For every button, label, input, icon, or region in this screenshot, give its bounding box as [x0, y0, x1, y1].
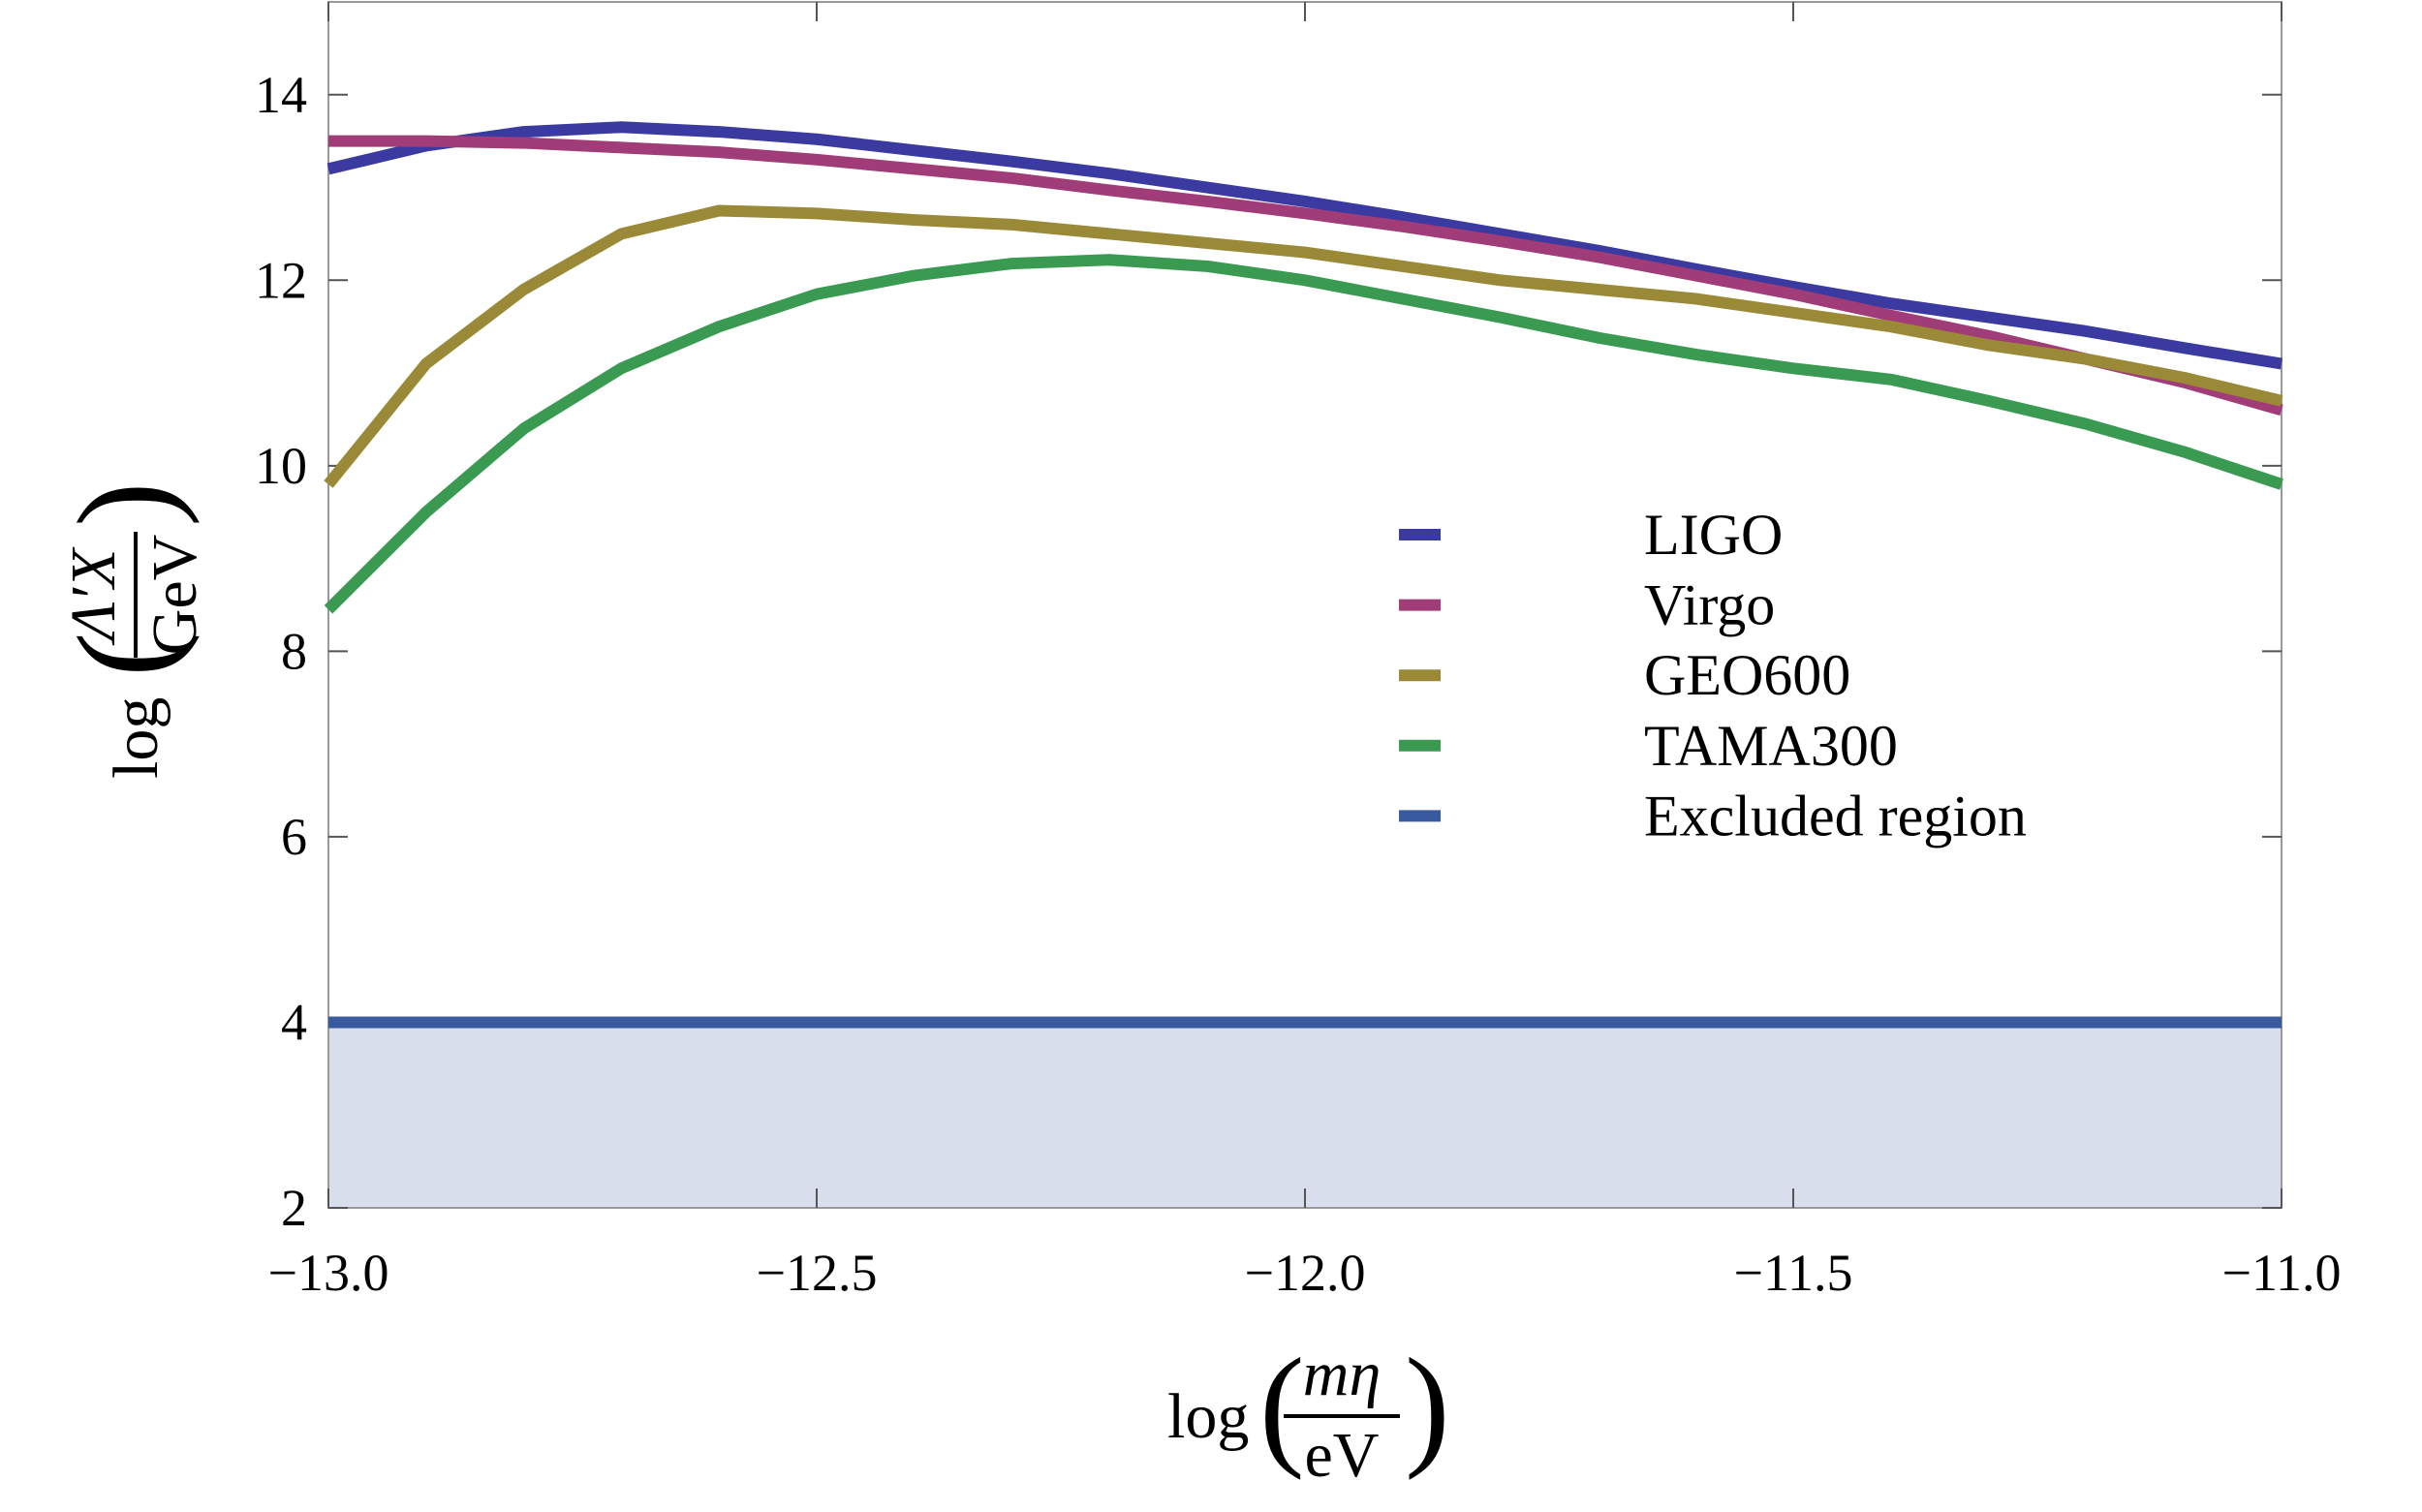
y-label-denominator: GeV	[140, 535, 210, 656]
y-label-function: log	[101, 697, 171, 779]
x-label-denominator: eV	[1305, 1420, 1380, 1491]
legend-label: GEO600	[1644, 643, 1850, 707]
x-axis-label: log ( mη eV )	[1167, 1331, 1450, 1491]
series-line	[324, 204, 2283, 488]
y-tick-label: 6	[281, 808, 307, 866]
excluded-region	[328, 1022, 2282, 1208]
series-line	[328, 135, 2283, 417]
paren: )	[50, 481, 201, 527]
legend-label: TAMA300	[1644, 714, 1898, 778]
y-tick-label: 12	[255, 251, 307, 309]
paren: (	[50, 632, 201, 677]
y-tick-label: 14	[255, 66, 307, 124]
series-line	[324, 254, 2283, 614]
legend-label: Virgo	[1644, 573, 1775, 637]
legend-label: LIGO	[1644, 503, 1783, 567]
y-label-numerator: Λ′X	[58, 546, 129, 646]
x-tick-label: −11.0	[2222, 1244, 2342, 1302]
y-tick-label: 10	[255, 437, 307, 495]
x-tick-label: −12.0	[1245, 1244, 1366, 1302]
y-tick-label: 8	[281, 622, 307, 680]
y-tick-label: 4	[281, 993, 307, 1051]
paren: )	[1405, 1331, 1450, 1481]
y-tick-label: 2	[281, 1179, 307, 1237]
x-label-function: log	[1167, 1381, 1249, 1452]
x-tick-label: −12.5	[757, 1244, 878, 1302]
x-label-numerator: mη	[1303, 1339, 1381, 1409]
series-line	[326, 121, 2282, 370]
x-tick-label: −11.5	[1734, 1244, 1853, 1302]
x-tick-label: −13.0	[268, 1244, 389, 1302]
legend-label: Excluded region	[1644, 784, 2027, 848]
paren: (	[1259, 1331, 1305, 1481]
y-axis-label: log ( Λ′X GeV )	[50, 481, 210, 779]
